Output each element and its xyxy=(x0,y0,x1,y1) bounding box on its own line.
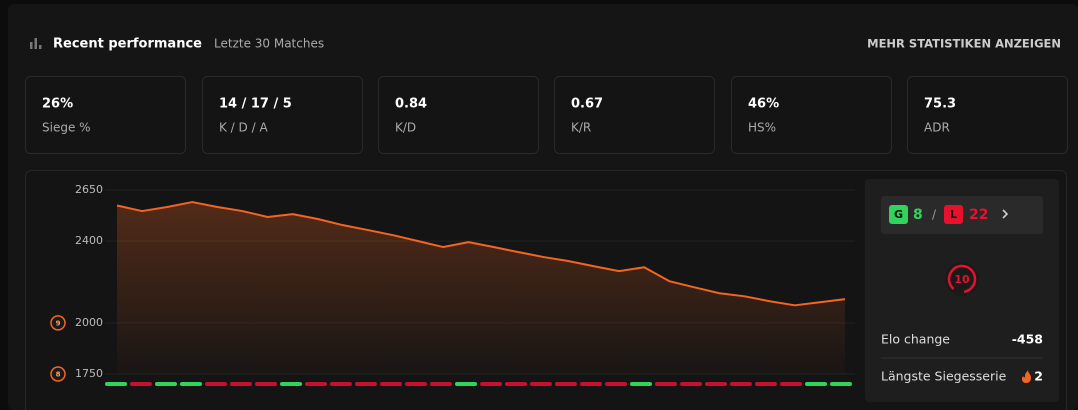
result-bar xyxy=(155,382,177,386)
result-bar xyxy=(830,382,852,386)
summary-label: Elo change xyxy=(881,332,950,347)
header-icon xyxy=(30,38,42,49)
summary-value: -458 xyxy=(1012,332,1043,347)
result-bar xyxy=(430,382,452,386)
result-bar xyxy=(730,382,752,386)
result-bar xyxy=(205,382,227,386)
result-bar xyxy=(405,382,427,386)
separator: / xyxy=(932,208,937,222)
stat-card xyxy=(378,76,539,154)
result-bar xyxy=(555,382,577,386)
result-bar xyxy=(355,382,377,386)
result-bar xyxy=(230,382,252,386)
level-ring xyxy=(947,264,977,294)
result-bar xyxy=(580,382,602,386)
stat-value: 26% xyxy=(42,97,73,112)
more-stats-link[interactable]: MEHR STATISTIKEN ANZEIGEN xyxy=(867,37,1061,51)
result-bar xyxy=(130,382,152,386)
y-tick-label: 2400 xyxy=(75,234,103,247)
area xyxy=(117,202,845,374)
loss-badge xyxy=(944,205,963,224)
result-bar xyxy=(505,382,527,386)
stat-card xyxy=(731,76,892,154)
result-bar xyxy=(680,382,702,386)
result-bar xyxy=(255,382,277,386)
result-bar xyxy=(455,382,477,386)
result-bar xyxy=(655,382,677,386)
result-bar xyxy=(380,382,402,386)
section-subtitle: Letzte 30 Matches xyxy=(214,37,324,51)
losses-count: 22 xyxy=(969,207,988,223)
result-bar xyxy=(755,382,777,386)
level-marker-label: 8 xyxy=(56,371,61,379)
result-bar xyxy=(330,382,352,386)
level-marker-label: 9 xyxy=(56,319,61,327)
stat-value: 14 / 17 / 5 xyxy=(219,97,292,112)
flame-icon xyxy=(1022,370,1031,383)
stat-label: K/D xyxy=(395,121,416,135)
result-bar xyxy=(705,382,727,386)
stat-card xyxy=(907,76,1068,154)
summary-value: 2 xyxy=(1034,369,1043,384)
stat-value: 75.3 xyxy=(924,97,956,112)
win-badge-label: G xyxy=(894,208,903,221)
y-tick-label: 2000 xyxy=(75,316,103,329)
result-bar xyxy=(305,382,327,386)
chevron xyxy=(1002,209,1009,219)
elo-line xyxy=(116,201,846,307)
section-title: Recent performance xyxy=(53,37,202,52)
stat-label: Siege % xyxy=(42,121,91,135)
win-badge xyxy=(889,205,908,224)
y-tick-label: 1750 xyxy=(75,367,103,380)
wins-count: 8 xyxy=(913,207,923,223)
level-number: 10 xyxy=(954,273,970,286)
stat-value: 46% xyxy=(748,97,779,112)
result-bar xyxy=(530,382,552,386)
result-bar xyxy=(605,382,627,386)
y-tick-label: 2650 xyxy=(75,183,103,196)
result-bar xyxy=(280,382,302,386)
level-marker xyxy=(50,315,66,331)
stat-value: 0.67 xyxy=(571,97,603,112)
stat-label: HS% xyxy=(748,121,776,135)
result-bar xyxy=(105,382,127,386)
stat-card xyxy=(25,76,186,154)
result-bar xyxy=(630,382,652,386)
stat-card xyxy=(554,76,715,154)
summary-label: Längste Siegesserie xyxy=(881,369,1007,384)
result-bar xyxy=(480,382,502,386)
result-bar xyxy=(805,382,827,386)
stat-card xyxy=(202,76,363,154)
result-bar xyxy=(780,382,802,386)
loss-badge-label: L xyxy=(950,208,957,221)
level-marker xyxy=(50,366,66,382)
stat-label: ADR xyxy=(924,121,950,135)
stat-value: 0.84 xyxy=(395,97,427,112)
stat-label: K / D / A xyxy=(219,121,268,135)
result-bar xyxy=(180,382,202,386)
stat-label: K/R xyxy=(571,121,591,135)
